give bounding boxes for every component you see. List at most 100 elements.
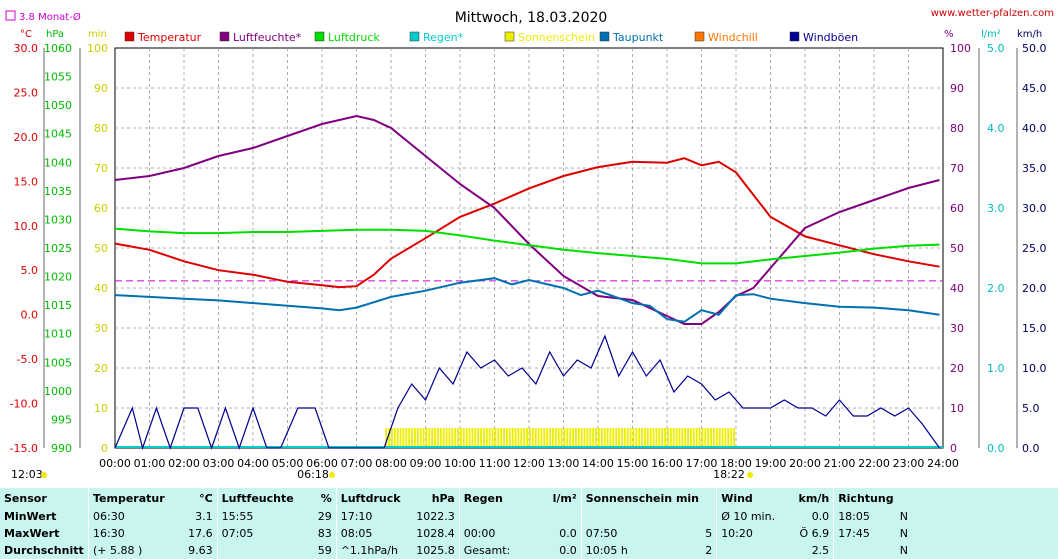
grid [114,47,944,449]
sunshine-bar [658,428,661,448]
sunshine-tick-label: 80 [94,122,108,135]
sun-markers: 06:18 18:22 12:03 [11,468,753,481]
wind-time: Ø 10 min. [716,508,786,525]
sunshine-bar [437,428,439,448]
hdr-rain-unit: l/m² [552,491,577,505]
sunshine-bar [621,428,623,448]
humidity-value: 83 [317,527,332,540]
series-line-luftfeuchte [114,114,940,325]
humidity-tick-label: 70 [950,162,964,175]
row-label: MinWert [4,510,57,523]
x-tick-label: 10:00 [444,457,476,470]
sunshine-bar [690,428,692,448]
humidity-tick-label: 90 [950,82,964,95]
sunshine-bar [514,428,517,448]
pressure-tick-label: 1000 [44,385,72,398]
x-tick-label: 14:00 [582,457,614,470]
source-link[interactable]: www.wetter-pfalzen.com [931,8,1054,19]
hdr-sensor: Sensor [4,491,47,505]
sunshine-bar [549,428,551,448]
sunrise-label: 06:18 [297,468,329,481]
sunset-icon [747,472,753,478]
sunshine-bar [701,428,704,448]
sunshine-tick-label: 40 [94,282,108,295]
sunshine-bar [431,428,434,448]
wind-tick-label: 25.0 [1022,242,1047,255]
humidity-value: 29 [317,510,332,523]
sunshine-bar [445,428,448,448]
pressure-tick-label: 1060 [44,42,72,55]
sunshine-bar [557,428,560,448]
stats-table: Sensor Temperatur °C Luftfeuchte % Luftd… [0,488,1058,559]
sunshine-bar [543,428,546,448]
sunshine-bar [451,428,454,448]
monthly-avg-icon [5,10,16,21]
stats-row-min: MinWert 06:30 3.1 15:55 29 17:10 1022.3 … [0,508,1058,525]
sunshine-bar [488,428,491,448]
hdr-temp-unit: °C [199,491,213,505]
sunshine-bar [667,428,669,448]
sunrise-icon [329,472,335,478]
temp-time: 06:30 [87,508,169,525]
sunshine-bar [425,428,428,448]
sunshine-bar [531,428,534,448]
row-label: Durchschnitt [4,544,84,557]
wind-time [716,542,786,559]
legend-label: Taupunkt [612,31,664,44]
humidity-tick-label: 20 [950,362,964,375]
unit-wind: km/h [1017,29,1042,40]
sunshine-bar [707,428,710,448]
rain-tick-label: 4.0 [987,122,1005,135]
pressure-time: ^1.1hPa/h [335,542,411,559]
hdr-wind: Wind [716,488,786,508]
sunshine-bar [600,428,603,448]
sunshine-bar [526,428,528,448]
sunshine-bar [572,428,574,448]
sunshine-bar [635,428,638,448]
unit-pressure: hPa [46,29,64,40]
sunshine-bar [399,428,402,448]
hdr-sunshine: Sonnenschein min [580,488,717,508]
sunshine-tick-label: 10 [94,402,108,415]
humidity-time [216,542,298,559]
daylight-sun-icon [41,472,47,478]
hdr-temperature: Temperatur [87,488,169,508]
unit-humidity: % [944,29,954,40]
sunshine-bar [681,428,684,448]
wind-tick-label: 50.0 [1022,42,1047,55]
series-line-taupunkt [114,277,940,323]
sunshine-bar [506,428,508,448]
sunshine-bar [644,428,646,448]
sunshine-bar [698,428,701,448]
pressure-time: 17:10 [335,508,411,525]
x-tick-label: 19:00 [755,457,787,470]
humidity-tick-label: 30 [950,322,964,335]
wind-value: 0.0 [811,510,830,523]
legend-swatch [694,31,705,42]
temperature-tick-label: 0.0 [21,309,39,322]
sunshine-bar [419,428,422,448]
sunshine-bar [554,428,557,448]
sunshine-bar [589,428,592,448]
sunshine-bar [713,428,715,448]
pressure-tick-label: 995 [51,413,72,426]
chart-title: Mittwoch, 18.03.2020 [455,10,608,26]
sunshine-bar [471,428,474,448]
direction-time [833,542,879,559]
wind-tick-label: 35.0 [1022,162,1047,175]
x-tick-label: 17:00 [686,457,718,470]
legend-swatch [599,31,610,42]
x-tick-label: 03:00 [203,457,235,470]
sunshine-bar [695,428,698,448]
x-tick-label: 16:00 [651,457,683,470]
hdr-pressure: Luftdruck [335,488,411,508]
temperature-tick-label: 30.0 [14,42,39,55]
sunshine-bar [692,428,695,448]
x-tick-label: 06:00 [306,457,338,470]
rain-tick-label: 2.0 [987,282,1005,295]
sunshine-bar [460,428,462,448]
hdr-rain: Regen [458,488,528,508]
sunshine-bar [641,428,643,448]
humidity-tick-label: 50 [950,242,964,255]
humidity-tick-label: 10 [950,402,964,415]
